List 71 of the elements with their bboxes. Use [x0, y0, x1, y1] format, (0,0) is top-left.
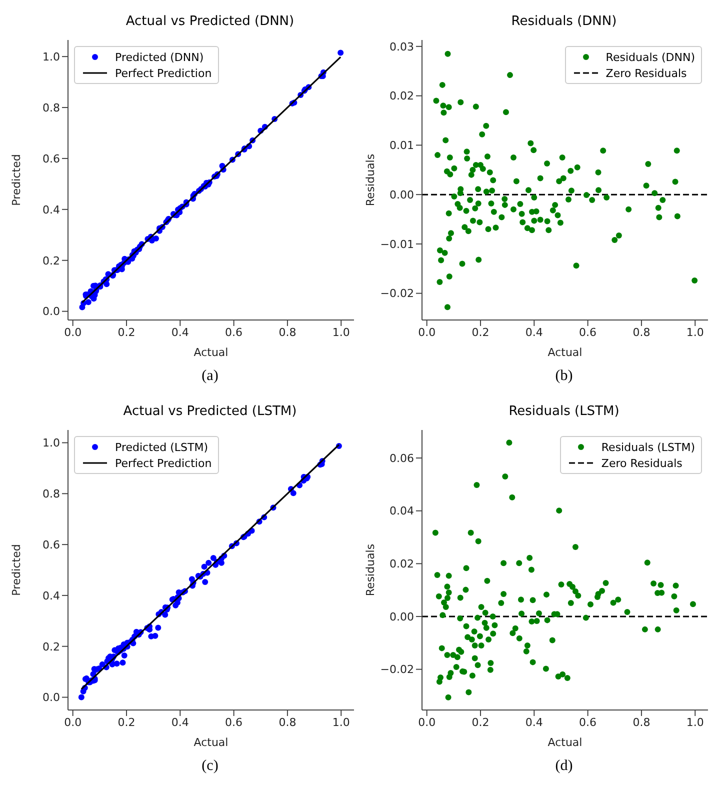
y-tick-label: 0.00 [390, 610, 414, 624]
x-tick-label: 0.4 [171, 716, 189, 729]
y-axis-title: Residuals [364, 154, 377, 206]
y-tick-label: −0.02 [380, 287, 414, 300]
text: (d) [554, 758, 574, 775]
x-tick-label: 0.6 [225, 326, 243, 339]
text: (c) [200, 758, 220, 775]
y-tick-label: 0.04 [390, 504, 414, 518]
x-tick-label: 0.6 [579, 716, 597, 729]
x-axis-title: Actual [548, 346, 582, 359]
y-tick-label: 0.06 [390, 452, 414, 465]
chart-title: Residuals (LSTM) [508, 403, 620, 421]
y-axis-title: Predicted [10, 544, 23, 596]
y-tick-label: 0.8 [42, 488, 60, 501]
y-axis-title: Residuals [364, 544, 377, 596]
x-tick-label: 0.8 [278, 716, 296, 729]
legend-label: Perfect Prediction [115, 456, 212, 470]
y-tick-label: 0.02 [390, 90, 414, 103]
y-tick-label: 1.0 [42, 50, 60, 64]
legend-label: Predicted (LSTM) [115, 440, 208, 454]
x-tick-label: 0.8 [632, 716, 650, 729]
x-tick-label: 0.6 [225, 716, 243, 729]
x-tick-label: 0.8 [278, 326, 296, 339]
x-axis-title: Actual [194, 736, 228, 749]
y-axis-title: Predicted [10, 154, 23, 206]
x-axis-title: Actual [194, 346, 228, 359]
chart-title: Actual vs Predicted (DNN) [124, 13, 296, 31]
x-tick-label: 0.0 [418, 326, 436, 339]
y-tick-label: 0.8 [42, 101, 60, 114]
x-axis-title: Actual [548, 736, 582, 749]
chart-title: Residuals (DNN) [510, 13, 618, 31]
y-tick-label: 0.4 [42, 203, 60, 216]
legend-label: Zero Residuals [606, 66, 687, 80]
chart-title: Actual vs Predicted (LSTM) [122, 403, 298, 421]
x-tick-label: 0.8 [632, 326, 650, 339]
y-tick-label: 0.02 [390, 558, 414, 571]
legend-label: Predicted (DNN) [115, 50, 204, 64]
y-tick-label: 0.03 [390, 40, 414, 54]
x-tick-label: 0.2 [118, 326, 136, 339]
x-tick-label: 1.0 [332, 716, 350, 729]
legend-label: Perfect Prediction [115, 66, 212, 80]
x-tick-label: 1.0 [686, 326, 704, 339]
y-tick-label: 0.0 [42, 691, 60, 704]
y-tick-label: −0.01 [380, 238, 414, 251]
y-tick-label: 0.6 [42, 152, 60, 166]
legend-label: Zero Residuals [601, 456, 682, 470]
y-tick-label: 0.01 [390, 139, 414, 152]
y-tick-label: 0.4 [42, 589, 60, 602]
y-tick-label: 0.2 [42, 254, 60, 268]
x-tick-label: 0.2 [118, 716, 136, 729]
y-tick-label: 1.0 [42, 436, 60, 450]
x-tick-label: 1.0 [686, 716, 704, 729]
y-tick-label: 0.6 [42, 538, 60, 552]
text: (a) [200, 368, 220, 385]
x-tick-label: 0.4 [525, 716, 543, 729]
x-tick-label: 1.0 [332, 326, 350, 339]
legend-label: Residuals (LSTM) [601, 440, 695, 454]
x-tick-label: 0.6 [579, 326, 597, 339]
x-tick-label: 0.0 [64, 326, 82, 339]
x-tick-label: 0.2 [472, 326, 490, 339]
y-tick-label: −0.02 [380, 663, 414, 676]
x-tick-label: 0.0 [418, 716, 436, 729]
text: (b) [554, 368, 574, 385]
y-tick-label: 0.00 [390, 188, 414, 202]
legend-label: Residuals (DNN) [606, 50, 695, 64]
x-tick-label: 0.4 [525, 326, 543, 339]
x-tick-label: 0.0 [64, 716, 82, 729]
y-tick-label: 0.0 [42, 305, 60, 318]
x-tick-label: 0.2 [472, 716, 490, 729]
x-tick-label: 0.4 [171, 326, 189, 339]
y-tick-label: 0.2 [42, 640, 60, 654]
